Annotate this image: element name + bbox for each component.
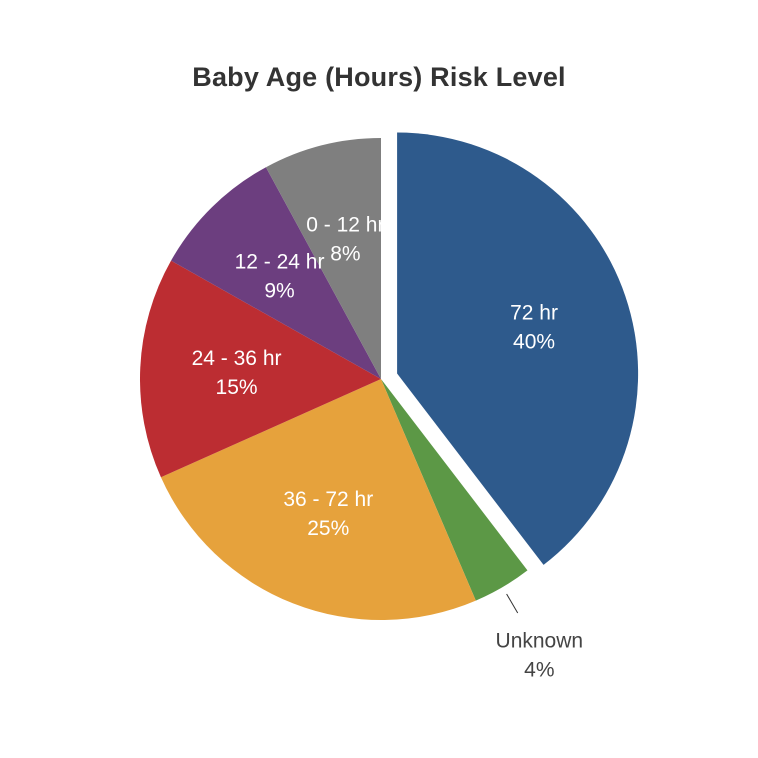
pie-slice-12-24-hr [171,167,381,379]
slice-value-label-12-24-hr: 9% [264,279,294,302]
pie-slice-72-hr [397,132,639,565]
pie-slice-36-72-hr [160,379,476,621]
slice-value-label-24-36-hr: 15% [216,376,258,399]
slice-labels: 72 hr 40% Unknown 4% 36 - 72 hr 25% 24 - 36 hr… [192,213,583,681]
pie-slice-24-36-hr [139,260,381,478]
slice-category-label-0-12-hr: 0 - 12 hr [306,213,384,236]
slice-category-label-12-24-hr: 12 - 24 hr [235,250,325,273]
chart-title: Baby Age (Hours) Risk Level [192,62,566,92]
slice-category-label-24-36-hr: 24 - 36 hr [192,347,282,370]
slice-value-label-36-72-hr: 25% [307,517,349,540]
slice-value-label-72-hr: 40% [513,331,555,354]
slice-value-label-0-12-hr: 8% [330,242,360,265]
pie-slice-unknown [381,379,528,601]
slice-category-label-unknown: Unknown [496,629,584,652]
pie-slices [139,132,639,621]
leader-lines [506,593,519,614]
pie-slice-0-12-hr [265,138,381,379]
slice-value-label-unknown: 4% [524,658,554,681]
leader-line-unknown [506,593,519,614]
slice-category-label-72-hr: 72 hr [510,302,558,325]
slice-category-label-36-72-hr: 36 - 72 hr [283,488,373,511]
